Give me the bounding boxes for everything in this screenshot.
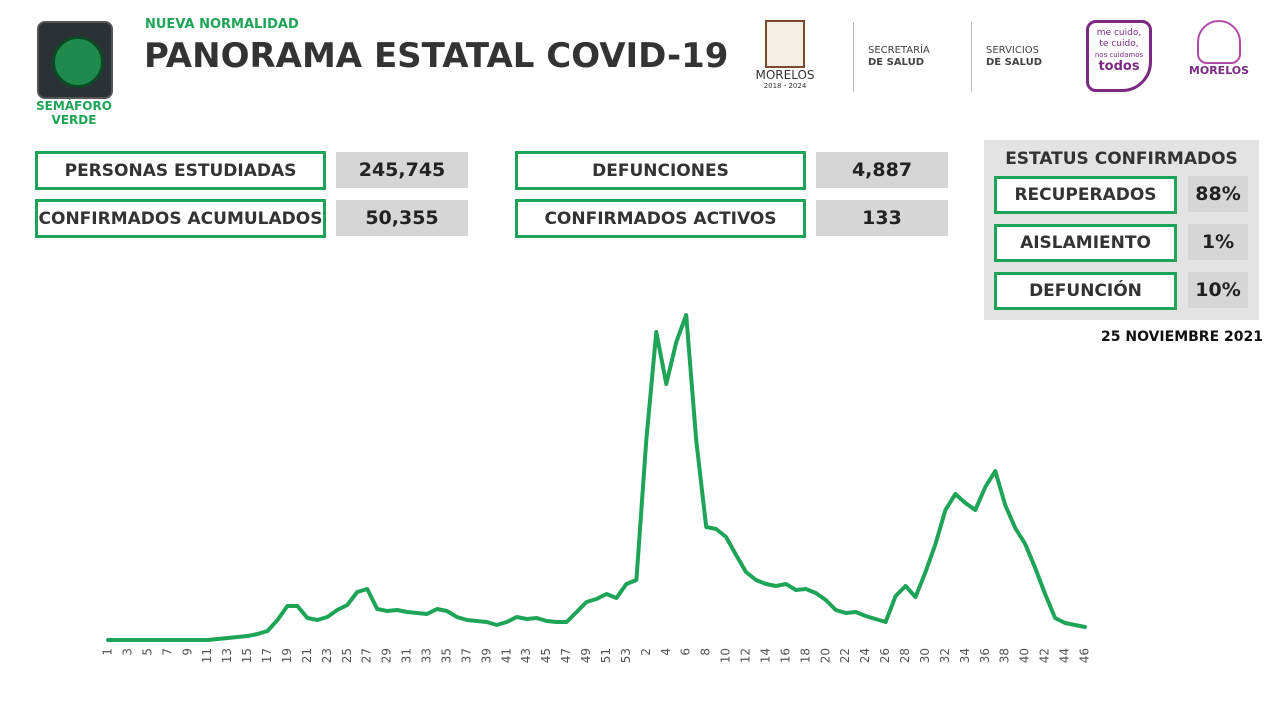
- x-tick-label: 2: [639, 648, 653, 656]
- stat-value: 4,887: [816, 152, 948, 188]
- x-tick-label: 26: [878, 648, 892, 663]
- title: PANORAMA ESTATAL COVID-19: [144, 36, 729, 76]
- x-tick-label: 8: [699, 648, 713, 656]
- x-tick-label: 15: [240, 648, 254, 663]
- x-tick-label: 32: [938, 648, 952, 663]
- logo-text: me cuido,: [1096, 28, 1142, 38]
- servicios-logo: SERVICIOS DE SALUD: [986, 45, 1042, 69]
- x-tick-label: 24: [858, 648, 872, 663]
- x-tick-label: 23: [320, 648, 334, 663]
- x-tick-label: 35: [439, 648, 453, 663]
- logo-text: nos cuidamos: [1094, 51, 1144, 59]
- logo-text: SERVICIOS: [986, 45, 1040, 56]
- campaign-logo: me cuido, te cuido, nos cuidamos todos: [1086, 20, 1152, 92]
- x-tick-label: 1: [101, 648, 115, 656]
- x-tick-label: 16: [778, 648, 792, 663]
- morelos-logo: MORELOS 2018 - 2024: [745, 20, 825, 90]
- x-tick-label: 19: [280, 648, 294, 663]
- x-tick-label: 47: [559, 648, 573, 663]
- x-tick-label: 41: [499, 648, 513, 663]
- x-tick-label: 29: [380, 648, 394, 663]
- x-tick-label: 14: [758, 648, 772, 663]
- secretaria-logo: SECRETARÍA DE SALUD: [868, 45, 930, 69]
- x-tick-label: 34: [958, 648, 972, 663]
- semaforo-line: SEMÁFORO: [36, 99, 112, 113]
- x-tick-label: 21: [300, 648, 314, 663]
- logo-text: 2018 - 2024: [763, 82, 807, 90]
- x-tick-label: 44: [1058, 648, 1072, 663]
- logo-text: todos: [1098, 59, 1140, 74]
- stat-label: PERSONAS ESTUDIADAS: [35, 151, 326, 190]
- x-tick-label: 10: [719, 648, 733, 663]
- x-tick-label: 4: [659, 648, 673, 656]
- status-label: RECUPERADOS: [994, 176, 1177, 214]
- x-tick-label: 30: [918, 648, 932, 663]
- x-tick-label: 39: [479, 648, 493, 663]
- x-tick-label: 40: [1018, 648, 1032, 663]
- x-tick-label: 17: [260, 648, 274, 663]
- status-label: AISLAMIENTO: [994, 224, 1177, 262]
- semaforo-icon: [37, 21, 113, 99]
- x-tick-label: 18: [798, 648, 812, 663]
- logo-text: SECRETARÍA: [868, 45, 930, 56]
- x-tick-label: 3: [120, 648, 134, 656]
- semaforo-text: SEMÁFORO VERDE: [30, 99, 118, 127]
- x-tick-label: 12: [739, 648, 753, 663]
- stat-value: 50,355: [336, 200, 468, 236]
- logo-text: DE SALUD: [868, 57, 924, 68]
- x-tick-label: 6: [679, 648, 693, 656]
- stat-value: 133: [816, 200, 948, 236]
- x-tick-label: 5: [140, 648, 154, 656]
- x-tick-label: 36: [978, 648, 992, 663]
- status-title: ESTATUS CONFIRMADOS: [1005, 149, 1238, 169]
- morelos2-logo: MORELOS: [1186, 20, 1252, 77]
- x-tick-label: 7: [160, 648, 174, 656]
- x-tick-label: 38: [998, 648, 1012, 663]
- x-tick-label: 49: [579, 648, 593, 663]
- logo-text: te cuido,: [1099, 39, 1139, 49]
- semaforo-line: VERDE: [51, 113, 97, 127]
- x-tick-label: 9: [180, 648, 194, 656]
- x-tick-label: 37: [459, 648, 473, 663]
- x-tick-label: 46: [1078, 648, 1092, 663]
- status-value: 10%: [1188, 272, 1248, 308]
- status-value: 88%: [1188, 176, 1248, 212]
- stat-value: 245,745: [336, 152, 468, 188]
- date: 25 NOVIEMBRE 2021: [1101, 329, 1263, 345]
- x-tick-label: 20: [818, 648, 832, 663]
- x-tick-label: 13: [220, 648, 234, 663]
- x-tick-label: 42: [1038, 648, 1052, 663]
- logo-text: MORELOS: [755, 68, 815, 82]
- x-tick-label: 28: [898, 648, 912, 663]
- x-tick-label: 51: [599, 648, 613, 663]
- x-tick-label: 45: [539, 648, 553, 663]
- stat-label: CONFIRMADOS ACUMULADOS: [35, 199, 326, 238]
- x-tick-label: 27: [360, 648, 374, 663]
- x-tick-label: 11: [200, 648, 214, 663]
- x-tick-label: 43: [519, 648, 533, 663]
- x-tick-label: 22: [838, 648, 852, 663]
- stat-label: DEFUNCIONES: [515, 151, 806, 190]
- status-value: 1%: [1188, 224, 1248, 260]
- status-label: DEFUNCIÓN: [994, 272, 1177, 310]
- stat-label: CONFIRMADOS ACTIVOS: [515, 199, 806, 238]
- line: [106, 313, 1087, 642]
- x-tick-label: 53: [619, 648, 633, 663]
- x-tick-label: 33: [420, 648, 434, 663]
- x-tick-label: 31: [400, 648, 414, 663]
- logo-text: MORELOS: [1188, 64, 1250, 77]
- kicker: NUEVA NORMALIDAD: [145, 17, 299, 32]
- x-tick-label: 25: [340, 648, 354, 663]
- logo-text: DE SALUD: [986, 57, 1042, 68]
